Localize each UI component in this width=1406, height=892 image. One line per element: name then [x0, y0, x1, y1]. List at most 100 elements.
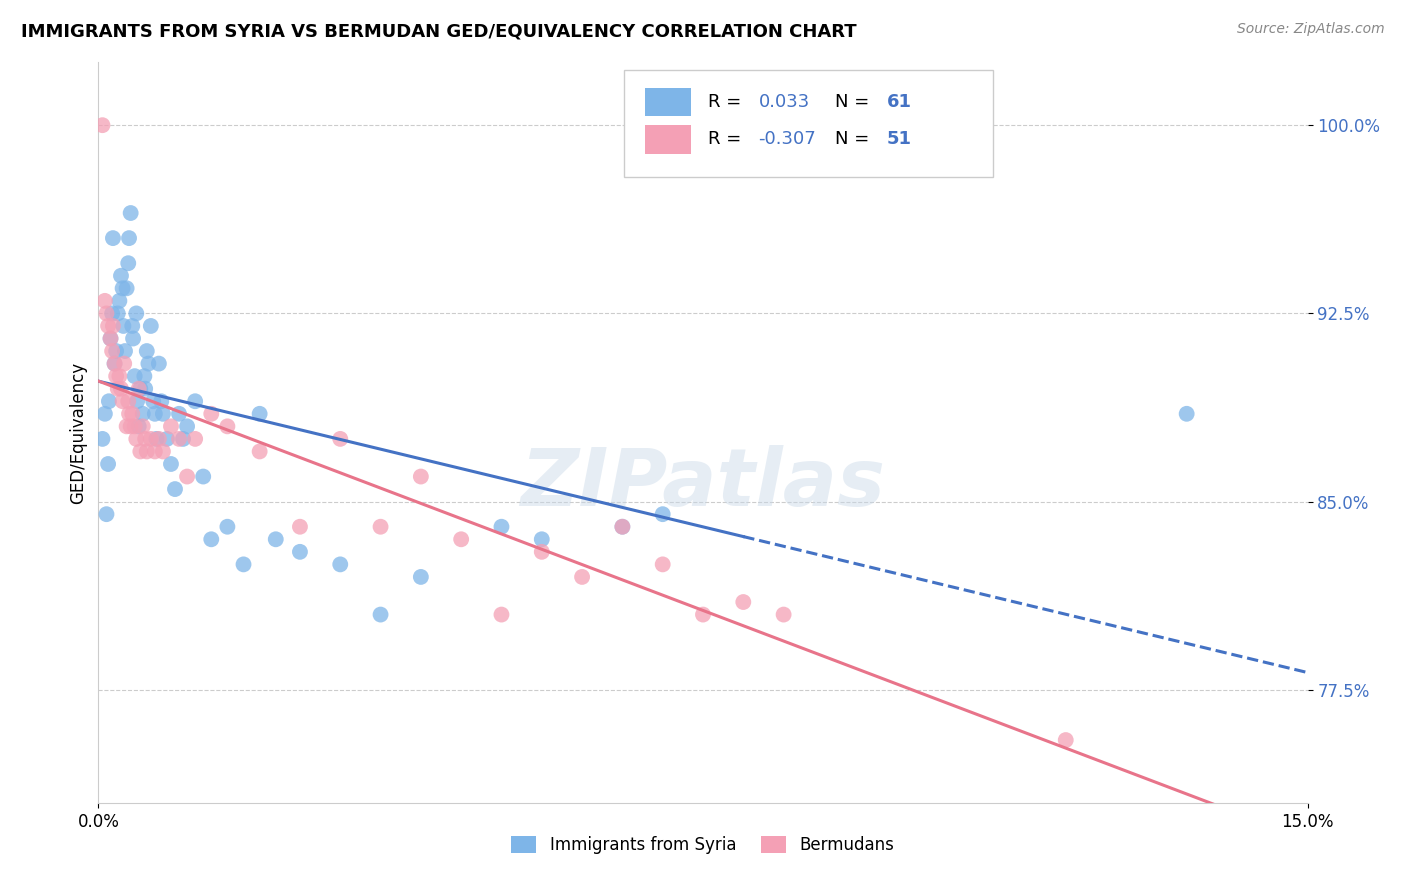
Text: R =: R = — [707, 93, 747, 111]
Point — [612, 520, 634, 534]
Point — [152, 444, 174, 458]
Point — [530, 545, 553, 559]
Point — [264, 533, 287, 547]
Point — [121, 318, 143, 333]
Point — [134, 432, 156, 446]
Point — [167, 407, 190, 421]
Point — [148, 432, 170, 446]
Point — [135, 344, 157, 359]
Legend: Immigrants from Syria, Bermudans: Immigrants from Syria, Bermudans — [505, 830, 901, 861]
Point — [200, 533, 222, 547]
Point — [107, 382, 129, 396]
Point — [217, 520, 239, 534]
Point — [772, 607, 794, 622]
Point — [450, 533, 472, 547]
Point — [176, 419, 198, 434]
Point — [148, 357, 170, 371]
Point — [217, 419, 239, 434]
Point — [692, 607, 714, 622]
Point — [125, 306, 148, 320]
Point — [122, 331, 145, 345]
Point — [409, 570, 432, 584]
Point — [1175, 407, 1198, 421]
Point — [94, 407, 117, 421]
Point — [101, 344, 124, 359]
Point — [103, 357, 125, 371]
FancyBboxPatch shape — [645, 126, 690, 153]
Point — [150, 394, 173, 409]
Point — [129, 382, 152, 396]
Point — [108, 293, 131, 308]
Point — [111, 281, 134, 295]
Point — [96, 306, 118, 320]
Point — [117, 256, 139, 270]
Point — [491, 607, 513, 622]
Point — [232, 558, 254, 572]
Point — [249, 444, 271, 458]
Point — [160, 419, 183, 434]
Point — [370, 520, 392, 534]
Point — [329, 558, 352, 572]
FancyBboxPatch shape — [645, 88, 690, 117]
Point — [143, 407, 166, 421]
Text: 51: 51 — [887, 129, 912, 148]
Point — [97, 318, 120, 333]
Point — [184, 432, 207, 446]
Y-axis label: GED/Equivalency: GED/Equivalency — [69, 361, 87, 504]
Point — [200, 407, 222, 421]
Point — [97, 394, 120, 409]
Point — [124, 369, 146, 384]
Point — [176, 469, 198, 483]
Point — [167, 432, 190, 446]
Point — [101, 231, 124, 245]
Point — [651, 558, 673, 572]
Text: N =: N = — [835, 129, 875, 148]
Point — [152, 407, 174, 421]
Point — [128, 382, 150, 396]
Point — [100, 331, 122, 345]
Point — [112, 357, 135, 371]
Point — [121, 407, 143, 421]
Point — [143, 444, 166, 458]
Point — [120, 419, 142, 434]
Point — [139, 432, 162, 446]
Point — [530, 533, 553, 547]
Point — [134, 382, 156, 396]
Point — [329, 432, 352, 446]
FancyBboxPatch shape — [624, 70, 993, 178]
Point — [139, 318, 162, 333]
Text: N =: N = — [835, 93, 875, 111]
Point — [108, 369, 131, 384]
Point — [288, 520, 311, 534]
Point — [103, 357, 125, 371]
Point — [91, 432, 114, 446]
Point — [409, 469, 432, 483]
Point — [612, 520, 634, 534]
Text: Source: ZipAtlas.com: Source: ZipAtlas.com — [1237, 22, 1385, 37]
Point — [111, 394, 134, 409]
Text: 0.033: 0.033 — [759, 93, 810, 111]
Point — [132, 419, 155, 434]
Point — [134, 369, 156, 384]
Text: R =: R = — [707, 129, 747, 148]
Text: 61: 61 — [887, 93, 912, 111]
Point — [101, 318, 124, 333]
Point — [127, 394, 149, 409]
Point — [571, 570, 593, 584]
Point — [91, 118, 114, 132]
Point — [120, 206, 142, 220]
Point — [128, 419, 150, 434]
Point — [172, 432, 194, 446]
Point — [115, 281, 138, 295]
Text: -0.307: -0.307 — [759, 129, 817, 148]
Point — [145, 432, 167, 446]
Point — [117, 394, 139, 409]
Point — [94, 293, 117, 308]
Point — [370, 607, 392, 622]
Point — [112, 318, 135, 333]
Point — [100, 331, 122, 345]
Point — [1054, 733, 1077, 747]
Text: ZIPatlas: ZIPatlas — [520, 445, 886, 524]
Point — [125, 432, 148, 446]
Point — [193, 469, 215, 483]
